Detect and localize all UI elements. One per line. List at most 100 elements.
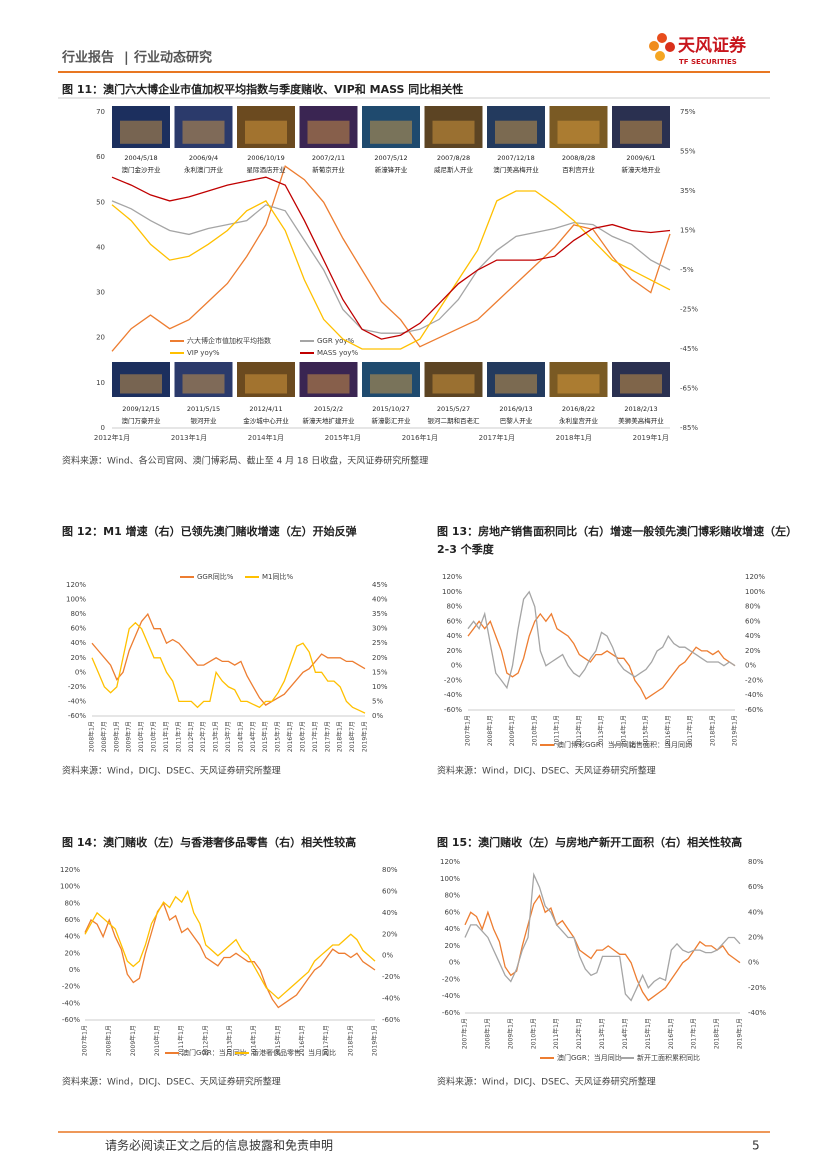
event-date: 2016/8/22: [562, 405, 595, 413]
x-tick-label: 2014年1月: [248, 433, 284, 442]
x-tick-label: 2008年1月: [105, 1025, 113, 1056]
y2-tick-label: 45%: [372, 581, 388, 589]
y-tick-label: 60: [96, 153, 105, 161]
event-photo-glow: [495, 120, 537, 144]
figure-title: 图 15：澳门赌收（左）与房地产新开工面积（右）相关性较高: [437, 835, 742, 849]
y2-tick-label: 120%: [745, 573, 765, 581]
legend-label: 澳门GGR：当月同比: [557, 1053, 622, 1062]
x-tick-label: 2019年1月: [361, 721, 369, 752]
event-photo: [174, 362, 233, 397]
legend-label: 澳门GGR：当月同比: [182, 1048, 247, 1057]
x-tick-label: 2013年1月: [598, 1018, 606, 1049]
y-tick-label: 120%: [60, 866, 80, 874]
y-tick-label: 40: [96, 243, 105, 251]
x-tick-label: 2007年1月: [464, 715, 472, 746]
y2-tick-label: -5%: [680, 266, 694, 274]
y-tick-label: 60%: [444, 908, 460, 916]
y2-tick-label: 20%: [372, 654, 388, 662]
y-tick-label: -20%: [442, 975, 460, 983]
x-tick-label: 2010年7月: [150, 721, 158, 752]
event-photo: [237, 106, 295, 148]
x-tick-label: 2013年1月: [597, 715, 605, 746]
x-tick-label: 2016年1月: [667, 1018, 675, 1049]
x-tick-label: 2010年1月: [529, 1018, 537, 1049]
logo-cn: 天风证券: [678, 35, 747, 56]
x-tick-label: 2017年1月: [311, 721, 319, 752]
x-tick-label: 2013年1月: [226, 1025, 234, 1056]
y-tick-label: 80%: [70, 610, 86, 618]
y-tick-label: -60%: [444, 706, 462, 714]
y2-tick-label: 20%: [382, 930, 398, 938]
y-tick-label: -40%: [62, 999, 80, 1007]
x-tick-label: 2012年1月: [575, 715, 583, 746]
y-tick-label: -40%: [444, 691, 462, 699]
event-photo-glow: [370, 374, 412, 394]
event-label: 威尼斯人开业: [434, 165, 474, 174]
x-tick-label: 2013年1月: [171, 433, 207, 442]
y-tick-label: 80%: [446, 603, 462, 611]
x-tick-label: 2012年7月: [199, 721, 207, 752]
x-tick-label: 2009年1月: [506, 1018, 514, 1049]
x-tick-label: 2014年1月: [236, 721, 244, 752]
x-tick-label: 2016年7月: [298, 721, 306, 752]
x-tick-label: 2007年1月: [81, 1025, 89, 1056]
x-tick-label: 2017年1月: [322, 1025, 330, 1056]
x-tick-label: 2011年1月: [177, 1025, 185, 1056]
y2-tick-label: 80%: [382, 866, 398, 874]
x-tick-label: 2009年1月: [112, 721, 120, 752]
event-date: 2015/2/2: [314, 405, 343, 413]
x-tick-label: 2011年1月: [552, 1018, 560, 1049]
y-tick-label: 120%: [442, 573, 462, 581]
event-label: 永利澳门开业: [184, 165, 224, 174]
logo-mark: [649, 33, 675, 61]
x-tick-label: 2016年1月: [402, 433, 438, 442]
y-tick-label: 120%: [440, 858, 460, 866]
y2-tick-label: 80%: [745, 603, 761, 611]
event-photo: [174, 106, 233, 148]
x-tick-label: 2015年1月: [642, 715, 650, 746]
y2-tick-label: 20%: [748, 934, 764, 942]
y-tick-label: 0%: [449, 959, 460, 967]
y-tick-label: 100%: [66, 596, 86, 604]
y-tick-label: -60%: [442, 1009, 460, 1017]
x-tick-label: 2016年1月: [286, 721, 294, 752]
y-tick-label: 10: [96, 379, 105, 387]
event-date: 2007/5/12: [374, 154, 407, 162]
event-photo-glow: [432, 120, 475, 144]
source-note: 资料来源：Wind，DICJ、DSEC、天风证券研究所整理: [62, 1076, 281, 1088]
event-label: 百利宫开业: [562, 165, 595, 174]
event-date: 2007/12/18: [497, 154, 534, 162]
y-tick-label: 100%: [442, 588, 462, 596]
y-tick-label: 40%: [64, 933, 80, 941]
y-tick-label: 20: [96, 334, 105, 342]
figure-title: 图 12：M1 增速（右）已领先澳门赌收增速（左）开始反弹: [62, 524, 357, 538]
x-tick-label: 2011年1月: [162, 721, 170, 752]
figure-title: 2-3 个季度: [437, 542, 495, 556]
header-subsection: 行业动态研究: [133, 50, 212, 66]
event-photo-glow: [557, 374, 600, 394]
y2-tick-label: -20%: [745, 676, 763, 684]
source-note: 资料来源：Wind，DICJ、DSEC、天风证券研究所整理: [437, 1076, 656, 1088]
event-date: 2008/8/28: [562, 154, 595, 162]
event-label: 新濠天地开业: [622, 165, 662, 174]
x-tick-label: 2018年1月: [336, 721, 344, 752]
y-tick-label: -20%: [62, 983, 80, 991]
y-tick-label: -40%: [442, 992, 460, 1000]
event-photo: [112, 362, 170, 397]
y-tick-label: -40%: [68, 697, 86, 705]
x-tick-label: 2015年1月: [261, 721, 269, 752]
x-tick-label: 2019年1月: [736, 1018, 744, 1049]
x-tick-label: 2018年1月: [556, 433, 592, 442]
y2-tick-label: 100%: [745, 588, 765, 596]
y-tick-label: 60%: [446, 617, 462, 625]
y2-tick-label: 15%: [372, 668, 388, 676]
event-label: 银河开业: [191, 416, 218, 425]
event-date: 2006/9/4: [189, 154, 218, 162]
event-photo-glow: [182, 374, 225, 394]
y-tick-label: 40%: [70, 639, 86, 647]
x-tick-label: 2016年1月: [298, 1025, 306, 1056]
event-photo-glow: [620, 120, 662, 144]
y2-tick-label: -60%: [745, 706, 763, 714]
